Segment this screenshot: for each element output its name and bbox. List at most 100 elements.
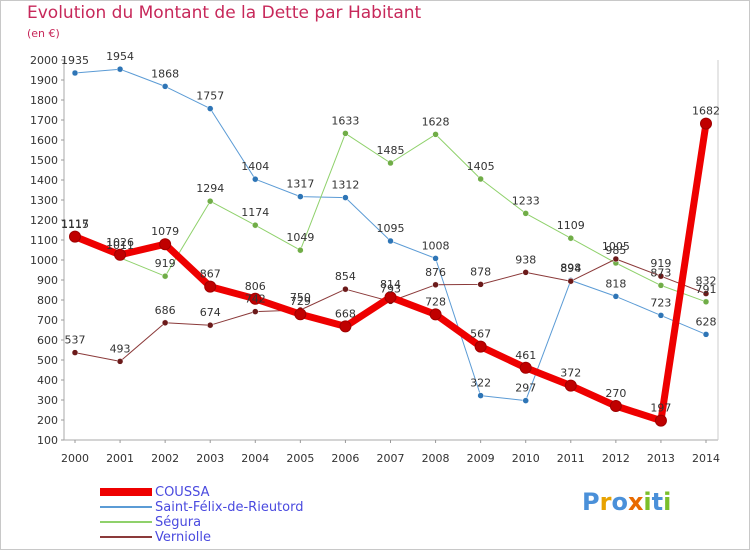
data-point	[71, 69, 79, 77]
x-tick-label: 2014	[692, 452, 720, 465]
x-tick-label: 2009	[467, 452, 495, 465]
data-label: 938	[515, 253, 536, 266]
legend-item: Verniolle	[100, 529, 212, 545]
proxiti-logo: Proxiti	[582, 488, 672, 516]
data-label: 1317	[286, 178, 314, 191]
data-point	[657, 312, 665, 319]
legend-swatch	[100, 506, 152, 508]
data-label: 1405	[467, 160, 495, 173]
data-label: 876	[425, 266, 446, 279]
x-tick-label: 2007	[377, 452, 405, 465]
x-tick-label: 2005	[286, 452, 314, 465]
data-point	[342, 194, 349, 201]
legend-label: Verniolle	[155, 529, 212, 545]
data-point	[342, 285, 349, 293]
data-point	[474, 340, 487, 353]
y-tick-label: 100	[37, 434, 58, 447]
data-point	[252, 308, 259, 315]
data-label: 867	[200, 268, 221, 281]
data-label: 791	[696, 283, 717, 296]
data-label: 628	[696, 315, 717, 328]
data-label: 1633	[331, 114, 359, 127]
data-point	[339, 320, 352, 333]
data-point	[477, 281, 484, 288]
y-tick-label: 800	[37, 294, 58, 307]
data-point	[432, 255, 439, 262]
data-label: 1233	[512, 194, 540, 207]
data-label: 919	[155, 257, 176, 270]
data-label: 197	[650, 402, 671, 415]
data-label: 1079	[151, 225, 179, 238]
data-point	[567, 277, 575, 285]
data-label: 1294	[196, 182, 224, 195]
data-label: 985	[605, 244, 626, 257]
data-point	[564, 379, 577, 392]
x-tick-label: 2002	[151, 452, 179, 465]
y-tick-label: 1100	[30, 234, 58, 247]
x-tick-label: 2003	[196, 452, 224, 465]
x-tick-label: 2011	[557, 452, 585, 465]
x-tick-label: 2012	[602, 452, 630, 465]
data-point	[161, 319, 169, 327]
data-label: 461	[515, 349, 536, 362]
legend-label: Ségura	[155, 514, 202, 530]
data-point	[294, 308, 307, 321]
data-point	[204, 280, 217, 293]
y-tick-label: 1900	[30, 74, 58, 87]
y-tick-label: 1500	[30, 154, 58, 167]
data-label: 793	[380, 282, 401, 295]
legend-label: COUSSA	[155, 484, 210, 500]
data-label: 1008	[422, 239, 450, 252]
data-point	[432, 131, 439, 138]
axes: 1002003004005006007008009001000110012001…	[30, 54, 720, 465]
data-label: 1174	[241, 206, 269, 219]
data-point	[702, 298, 710, 306]
y-tick-label: 900	[37, 274, 58, 287]
data-labels: 1117 1026 1079 867 806 729 668 814 728 567 461 372 2…	[61, 50, 720, 414]
data-point	[71, 349, 79, 356]
x-tick-label: 2001	[106, 452, 134, 465]
y-tick-label: 400	[37, 374, 58, 387]
data-label: 1485	[377, 144, 405, 157]
x-tick-label: 2004	[241, 452, 269, 465]
data-label: 1628	[422, 115, 450, 128]
y-tick-label: 1300	[30, 194, 58, 207]
data-point	[114, 248, 127, 261]
x-tick-label: 2000	[61, 452, 89, 465]
data-point	[477, 175, 484, 183]
data-point	[567, 234, 575, 242]
data-label: 729	[290, 295, 311, 308]
data-label: 686	[155, 304, 176, 317]
data-point	[387, 237, 394, 245]
data-label: 742	[245, 293, 266, 306]
chart-title: Evolution du Montant de la Dette par Hab…	[27, 3, 422, 23]
legend-label: Saint-Félix-de-Rieutord	[155, 499, 304, 515]
data-point	[159, 238, 172, 251]
data-point	[477, 392, 484, 399]
data-point	[612, 293, 620, 300]
data-point	[612, 255, 620, 263]
y-tick-label: 1000	[30, 254, 58, 267]
data-label: 668	[335, 307, 356, 320]
data-label: 1868	[151, 67, 179, 80]
y-tick-label: 1400	[30, 174, 58, 187]
data-point	[522, 210, 529, 217]
data-point	[700, 117, 712, 130]
data-label: 567	[470, 328, 491, 341]
x-tick-label: 2010	[512, 452, 540, 465]
data-label: 878	[470, 265, 491, 278]
y-tick-label: 1800	[30, 94, 58, 107]
data-label: 854	[335, 270, 356, 283]
y-tick-label: 500	[37, 354, 58, 367]
legend-swatch	[100, 536, 152, 538]
data-point	[252, 221, 259, 229]
data-point	[206, 105, 214, 112]
data-label: 1757	[196, 90, 224, 103]
data-label: 818	[605, 277, 626, 290]
data-label: 1109	[557, 219, 585, 232]
data-point	[702, 331, 710, 338]
data-point	[116, 65, 124, 73]
legend-item: Saint-Félix-de-Rieutord	[100, 499, 304, 515]
data-label: 1954	[106, 50, 134, 63]
data-label: 1049	[286, 231, 314, 244]
